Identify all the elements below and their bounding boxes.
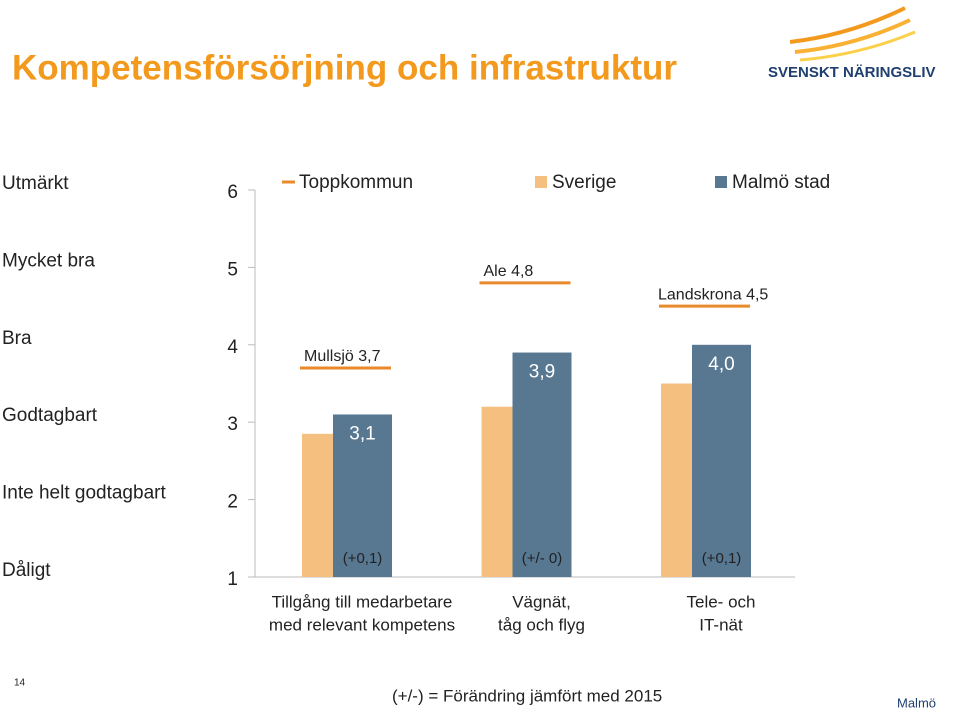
rating-label: Godtagbart xyxy=(2,405,98,426)
y-tick-label: 4 xyxy=(227,337,238,358)
change-label: (+0,1) xyxy=(343,550,383,567)
slide-title: Kompetensförsörjning och infrastruktur xyxy=(12,48,677,87)
page-number: 14 xyxy=(14,678,26,689)
bar xyxy=(481,406,513,577)
bar xyxy=(512,352,572,577)
logo: SVENSKT NÄRINGSLIV xyxy=(768,6,936,81)
footer-city: Malmö xyxy=(897,695,936,710)
legend-label: Malmö stad xyxy=(732,172,830,193)
change-label: (+0,1) xyxy=(702,550,742,567)
legend-label: Toppkommun xyxy=(299,172,413,193)
x-tick-label: Tillgång till medarbetare xyxy=(272,592,453,611)
y-tick-label: 6 xyxy=(227,182,238,203)
x-tick-label: tåg och flyg xyxy=(498,615,585,634)
bar xyxy=(661,383,692,577)
y-tick-label: 2 xyxy=(227,492,238,513)
logo-text: SVENSKT NÄRINGSLIV xyxy=(768,64,936,81)
bar xyxy=(302,433,333,577)
rating-label: Mycket bra xyxy=(2,250,95,271)
value-label: 4,0 xyxy=(708,354,734,375)
bar xyxy=(692,344,751,577)
rating-label: Dåligt xyxy=(2,560,51,581)
footnote: (+/-) = Förändring jämfört med 2015 xyxy=(392,686,662,705)
y-tick-label: 3 xyxy=(227,414,238,435)
value-label: 3,9 xyxy=(529,362,555,383)
x-tick-label: med relevant kompetens xyxy=(269,615,455,634)
bar xyxy=(333,414,392,577)
logo-swoosh xyxy=(794,18,911,54)
y-tick-label: 1 xyxy=(227,569,238,590)
legend-swatch xyxy=(535,176,547,188)
top-municipality-label: Mullsjö 3,7 xyxy=(304,348,381,365)
y-tick-label: 5 xyxy=(227,259,238,280)
top-municipality-label: Landskrona 4,5 xyxy=(658,286,768,303)
top-municipality-label: Ale 4,8 xyxy=(484,263,534,280)
logo-swoosh xyxy=(789,6,906,44)
value-label: 3,1 xyxy=(349,423,375,444)
x-tick-label: Tele- och xyxy=(687,592,756,611)
legend-label: Sverige xyxy=(552,172,616,193)
change-label: (+/- 0) xyxy=(522,550,562,567)
rating-label: Inte helt godtagbart xyxy=(2,483,166,504)
rating-label: Utmärkt xyxy=(2,173,69,194)
rating-label: Bra xyxy=(2,328,32,349)
x-tick-label: Vägnät, xyxy=(512,592,571,611)
x-tick-label: IT-nät xyxy=(699,615,743,634)
legend-swatch xyxy=(715,176,727,188)
logo-swoosh xyxy=(799,30,916,62)
